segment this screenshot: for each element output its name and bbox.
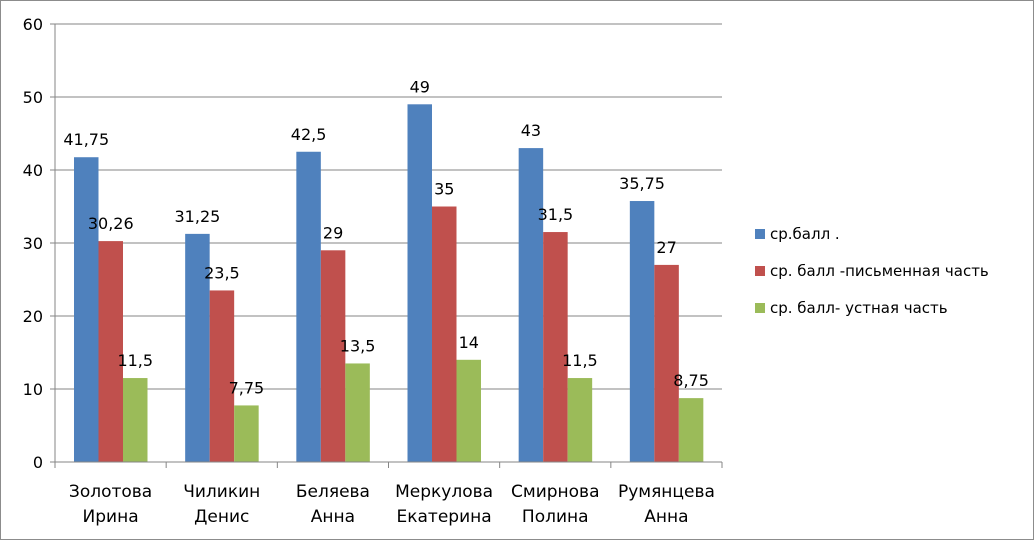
- x-tick-label: Смирнова: [511, 482, 600, 502]
- bar: [678, 398, 704, 462]
- bar: [654, 264, 679, 462]
- bar: [320, 250, 346, 462]
- legend: ср.балл . ср. балл -письменная часть ср. б…: [755, 225, 989, 317]
- legend-swatch: [755, 303, 765, 313]
- bar: [234, 405, 259, 462]
- y-tick-label: 0: [33, 453, 43, 472]
- y-tick-label: 50: [23, 88, 43, 107]
- bars: [74, 104, 704, 463]
- data-label: 8,75: [673, 371, 709, 390]
- data-label: 11,5: [562, 351, 598, 370]
- x-axis-labels: Золотова Ирина Чиликин Денис Беляева Анна Мерк…: [69, 482, 715, 527]
- bar: [74, 157, 99, 462]
- bar: [98, 241, 123, 462]
- bar: [209, 290, 235, 462]
- data-label: 7,75: [229, 378, 265, 397]
- x-tick-label: Румянцева: [618, 482, 715, 502]
- bar: [567, 378, 593, 462]
- data-label: 41,75: [63, 130, 109, 149]
- data-label: 14: [459, 333, 479, 352]
- bar: [543, 232, 568, 462]
- legend-swatch: [755, 229, 765, 239]
- gridlines: [55, 23, 722, 390]
- data-label: 11,5: [117, 351, 153, 370]
- bar: [185, 233, 210, 462]
- y-tick-label: 20: [23, 307, 43, 326]
- bar: [296, 151, 321, 462]
- legend-label: ср. балл -письменная часть: [770, 262, 989, 280]
- x-tick-label: Меркулова: [395, 482, 493, 502]
- x-tick-label: Екатерина: [396, 507, 491, 527]
- data-label: 23,5: [204, 263, 240, 282]
- x-tick-label: Беляева: [296, 482, 370, 502]
- y-axis-ticks: 0 10 20 30 40 50 60: [23, 15, 55, 472]
- data-labels: 41,75 31,25 42,5 49 43 35,75 30,26 23,5 29 35 31,5…: [63, 77, 709, 397]
- legend-label: ср. балл- устная часть: [770, 299, 948, 317]
- data-label: 49: [410, 77, 430, 96]
- data-label: 29: [323, 223, 343, 242]
- bar: [629, 201, 655, 462]
- bar: [432, 206, 457, 462]
- bar: [518, 148, 544, 462]
- x-tick-label: Чиликин: [183, 482, 260, 502]
- legend-label: ср.балл .: [770, 225, 840, 243]
- x-tick-label: Денис: [194, 507, 249, 527]
- data-label: 30,26: [88, 214, 134, 233]
- y-tick-label: 10: [23, 380, 43, 399]
- x-tick-label: Ирина: [83, 507, 139, 527]
- data-label: 31,25: [175, 207, 221, 226]
- data-label: 13,5: [340, 336, 376, 355]
- data-label: 31,5: [538, 205, 574, 224]
- data-label: 42,5: [291, 125, 327, 144]
- data-label: 43: [521, 121, 541, 140]
- x-tick-label: Золотова: [69, 482, 152, 502]
- data-label: 35: [434, 180, 454, 199]
- x-tick-label: Анна: [311, 507, 355, 527]
- axes: [54, 24, 723, 468]
- y-tick-label: 60: [23, 15, 43, 34]
- bar: [345, 363, 370, 462]
- y-tick-label: 30: [23, 234, 43, 253]
- x-tick-label: Полина: [522, 507, 589, 527]
- bar: [123, 378, 148, 462]
- legend-swatch: [755, 266, 765, 276]
- x-tick-label: Анна: [644, 507, 688, 527]
- data-label: 35,75: [619, 174, 665, 193]
- bar: [407, 104, 432, 463]
- y-tick-label: 40: [23, 161, 43, 180]
- bar: [456, 359, 481, 462]
- data-label: 27: [656, 238, 676, 257]
